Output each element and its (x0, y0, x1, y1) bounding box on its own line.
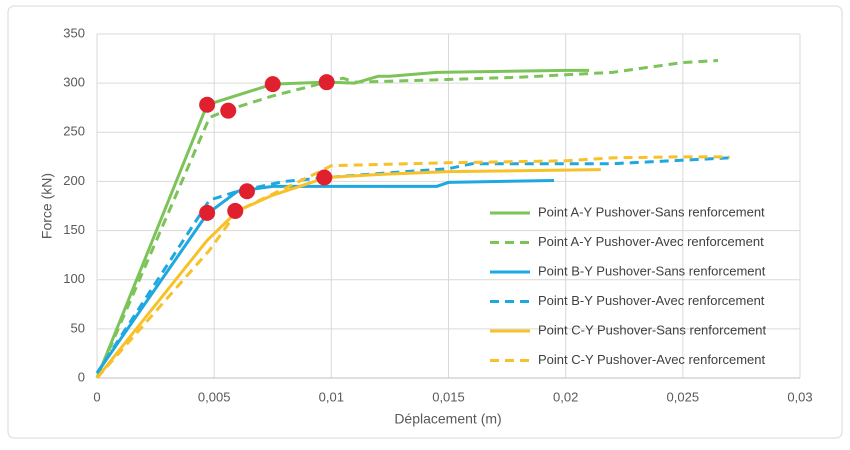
x-tick-label: 0 (93, 389, 100, 404)
legend-label: Point C-Y Pushover-Sans renforcement (538, 322, 766, 337)
x-tick-label: 0,01 (319, 389, 344, 404)
y-tick-label: 100 (63, 271, 85, 286)
y-tick-label: 300 (63, 75, 85, 90)
x-tick-label: 0,02 (553, 389, 578, 404)
marker-point (264, 76, 281, 93)
legend-label: Point C-Y Pushover-Avec renforcement (538, 352, 766, 367)
y-tick-label: 0 (78, 369, 85, 384)
x-tick-label: 0,03 (787, 389, 812, 404)
legend-label: Point A-Y Pushover-Avec renforcement (538, 234, 764, 249)
x-tick-label: 0,005 (198, 389, 231, 404)
x-tick-label: 0,015 (432, 389, 465, 404)
y-tick-label: 200 (63, 173, 85, 188)
y-tick-label: 250 (63, 124, 85, 139)
x-axis-label: Déplacement (m) (394, 411, 501, 427)
marker-point (316, 169, 333, 186)
marker-point (199, 204, 216, 221)
marker-point (238, 183, 255, 200)
marker-point (199, 96, 216, 113)
chart-frame (7, 5, 843, 439)
marker-point (318, 74, 335, 91)
marker-point (220, 102, 237, 119)
x-tick-label: 0,025 (667, 389, 700, 404)
y-tick-label: 350 (63, 25, 85, 40)
legend-label: Point A-Y Pushover-Sans renforcement (538, 204, 765, 219)
legend-label: Point B-Y Pushover-Sans renforcement (538, 263, 766, 278)
series-line (95, 68, 590, 379)
legend-label: Point B-Y Pushover-Avec renforcement (538, 293, 765, 308)
marker-point (227, 202, 244, 219)
series-line (95, 155, 730, 379)
series-line (95, 59, 719, 379)
series-line (95, 168, 601, 379)
y-tick-label: 50 (71, 320, 85, 335)
y-axis-label: Force (kN) (39, 173, 55, 239)
y-tick-label: 150 (63, 222, 85, 237)
